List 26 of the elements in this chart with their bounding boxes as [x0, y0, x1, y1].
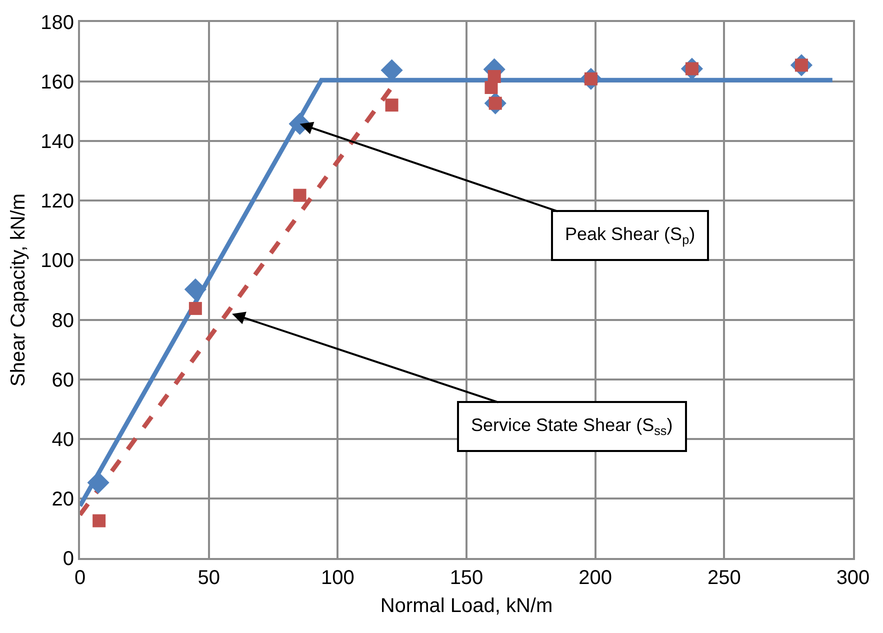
x-tick-label: 200 [578, 567, 612, 589]
y-tick-label: 20 [52, 488, 74, 510]
point [184, 278, 206, 300]
y-tick-label: 40 [52, 428, 74, 451]
point [293, 188, 306, 202]
y-tick-label: 80 [52, 310, 74, 332]
x-tick-label: 100 [320, 567, 354, 589]
y-tick-label: 0 [62, 548, 74, 570]
y-axis-title: Shear Capacity, kN/m [8, 193, 30, 387]
point [385, 98, 398, 112]
x-tick-label: 250 [707, 567, 741, 589]
x-axis-title: Normal Load, kN/m [380, 595, 553, 617]
annotation: Service State Shear (S$_{ss}$) [471, 415, 673, 438]
point [188, 302, 202, 315]
x-tick-label: 150 [450, 567, 484, 589]
y-tick-label: 60 [52, 369, 74, 392]
annotation: Peak Shear (S$_{p}$) [565, 224, 696, 247]
y-tick-label: 120 [40, 190, 74, 213]
y-tick-label: 100 [40, 250, 74, 272]
y-tick-label: 160 [40, 72, 74, 94]
point [484, 81, 498, 94]
x-tick-label: 50 [198, 567, 220, 589]
x-tick-label: 300 [836, 567, 870, 589]
point [92, 514, 106, 528]
y-tick-label: 180 [40, 12, 74, 34]
y-tick-label: 140 [40, 131, 74, 154]
